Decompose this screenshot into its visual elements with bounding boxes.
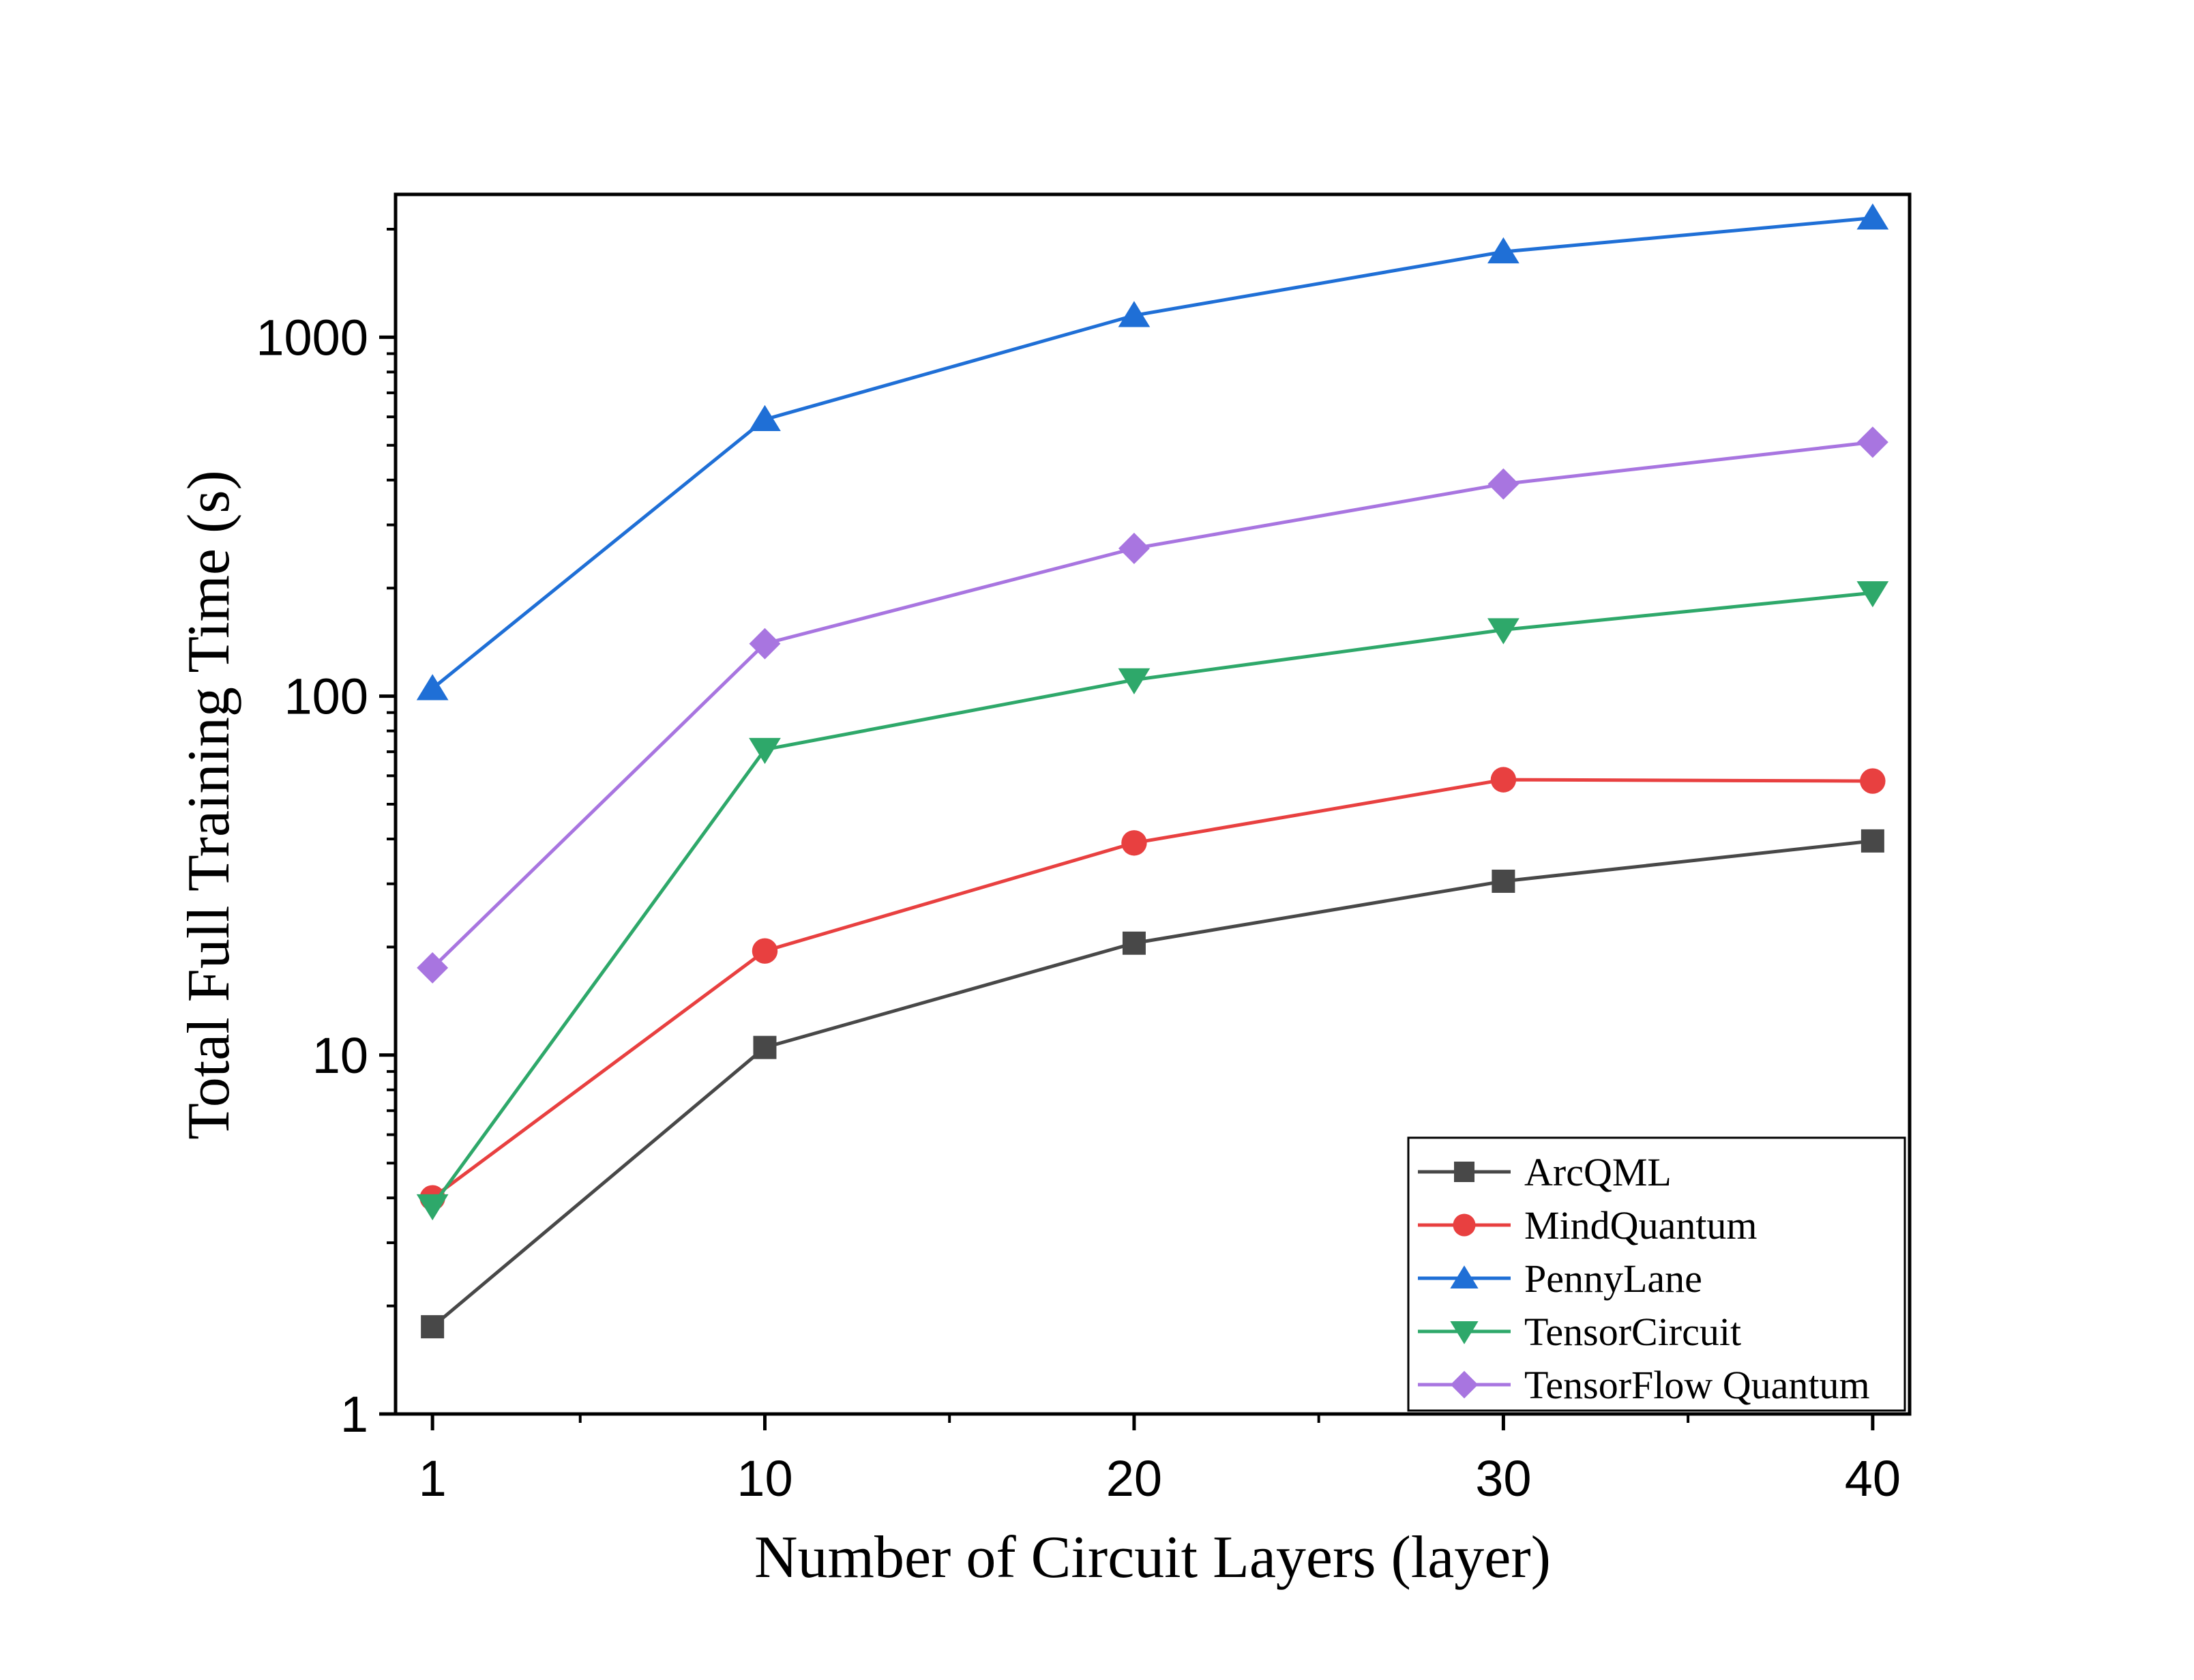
x-tick-label: 20 [1106, 1450, 1162, 1507]
data-point [1118, 668, 1151, 694]
series-tensorcircuit [416, 581, 1889, 1221]
data-point [1487, 468, 1520, 500]
legend-label: TensorFlow Quantum [1524, 1363, 1870, 1407]
data-point [1121, 830, 1147, 856]
series-tensorflow-quantum [417, 426, 1888, 984]
data-point [416, 674, 449, 701]
data-point [1487, 237, 1520, 264]
data-point [1861, 829, 1884, 853]
data-point [1490, 767, 1517, 793]
series-line [431, 440, 1873, 969]
legend-box [1407, 1136, 1906, 1412]
series-pennylane [416, 203, 1889, 701]
data-point [1487, 618, 1520, 645]
data-point [1856, 426, 1888, 458]
axis-ticks: 1 10 20 30 40 1 10 100 1000 [256, 227, 1901, 1507]
y-tick-label: 1 [340, 1386, 368, 1443]
legend-item: ArcQML [1418, 1150, 1672, 1194]
y-tick-label: 1000 [256, 309, 368, 366]
data-point [749, 628, 781, 660]
data-point [752, 938, 778, 964]
legend-marker [1450, 1265, 1479, 1288]
x-tick-label: 10 [737, 1450, 792, 1507]
legend-item: TensorCircuit [1418, 1310, 1741, 1354]
legend-label: ArcQML [1524, 1150, 1672, 1194]
data-point [753, 1035, 777, 1059]
legend: ArcQML MindQuantum PennyLane TensorCircuit T… [1407, 1136, 1906, 1412]
data-point [1860, 768, 1886, 794]
y-axis-title: Total Full Training Time (s) [176, 470, 242, 1140]
x-axis-title: Number of Circuit Layers (layer) [754, 1524, 1551, 1591]
legend-label: TensorCircuit [1524, 1310, 1741, 1354]
data-point [1856, 203, 1889, 230]
legend-item: MindQuantum [1418, 1203, 1758, 1248]
data-point [1122, 931, 1146, 955]
legend-marker [1453, 1213, 1476, 1237]
series-line [431, 216, 1873, 690]
x-tick-label: 30 [1475, 1450, 1531, 1507]
data-point [416, 1194, 449, 1221]
legend-label: MindQuantum [1524, 1203, 1758, 1248]
x-tick-label: 40 [1845, 1450, 1901, 1507]
data-point [749, 404, 781, 431]
series-line [431, 591, 1873, 1207]
legend-marker [1450, 1321, 1479, 1344]
data-point [417, 952, 449, 984]
data-point [749, 737, 781, 765]
series-layer [416, 203, 1889, 1339]
y-tick-label: 10 [312, 1027, 368, 1084]
data-point [1118, 301, 1151, 327]
legend-item: TensorFlow Quantum [1418, 1363, 1870, 1407]
data-point [1492, 869, 1515, 893]
data-point [1856, 581, 1889, 608]
y-tick-label: 100 [284, 668, 368, 725]
x-tick-label: 1 [419, 1450, 447, 1507]
legend-item: PennyLane [1418, 1256, 1702, 1301]
legend-marker [1454, 1162, 1474, 1182]
legend-label: PennyLane [1524, 1256, 1702, 1301]
data-point [421, 1315, 445, 1339]
series-line [431, 778, 1873, 1200]
legend-marker [1450, 1370, 1479, 1399]
data-point [1118, 533, 1150, 564]
series-arcqml [421, 829, 1884, 1339]
